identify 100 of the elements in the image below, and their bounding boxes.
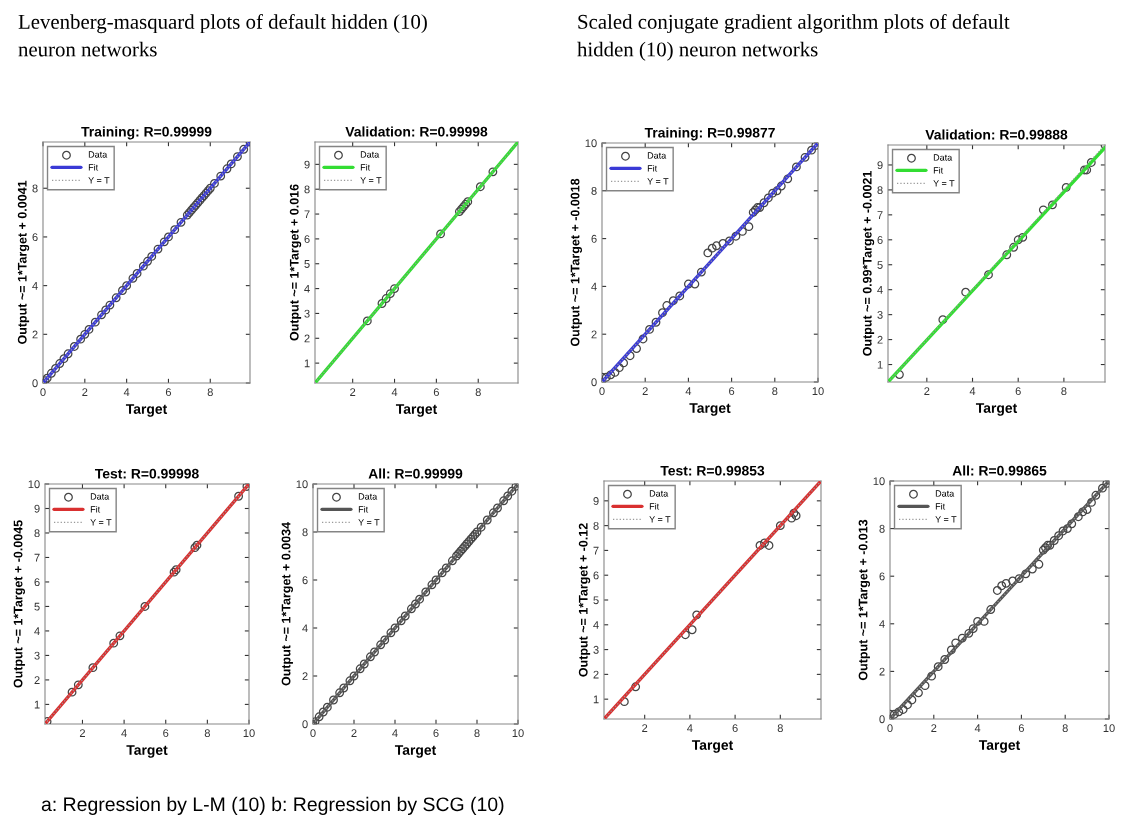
x-tick-label: 6	[163, 729, 169, 738]
y-tick-label: 3	[593, 645, 599, 654]
legend-label: Data	[649, 490, 669, 497]
chart-title: Training: R=0.99999	[81, 126, 212, 140]
y-tick-label: 6	[879, 572, 885, 581]
x-axis-title: Target	[125, 404, 168, 417]
x-tick-label: 4	[121, 729, 127, 737]
y-tick-label: 8	[593, 521, 599, 530]
y-tick-label: 5	[304, 260, 310, 268]
y-tick-label: 0	[32, 379, 38, 388]
y-tick-label: 6	[304, 235, 310, 244]
y-tick-label: 2	[879, 667, 885, 676]
y-tick-label: 1	[593, 695, 599, 704]
x-tick-label: 2	[350, 388, 356, 396]
y-axis-title: Output ~= 1*Target + -0.0018	[570, 178, 582, 347]
legend-label: Y = T	[360, 177, 382, 184]
y-tick-label: 9	[877, 161, 883, 170]
y-tick-label: 2	[32, 330, 38, 339]
text: a: Regression by L-M (10) b: Regression by SCG (10)	[41, 796, 504, 815]
chart-title: Validation: R=0.99888	[925, 129, 1068, 140]
legend-label: Y = T	[649, 516, 671, 523]
x-tick-label: 2	[79, 729, 85, 737]
y-tick-label: 5	[34, 602, 40, 611]
y-tick-label: 6	[32, 233, 38, 242]
y-axis-title: Output ~= 1*Target + -0.0045	[13, 520, 25, 688]
x-tick-label: 2	[924, 387, 930, 395]
y-tick-label: 8	[34, 529, 40, 538]
y-tick-label: 2	[302, 672, 308, 681]
legend-label: Fit	[647, 164, 658, 172]
x-axis-title: Target	[395, 404, 438, 417]
y-tick-label: 6	[591, 234, 597, 243]
x-tick-label: 8	[772, 387, 778, 396]
y-tick-label: 6	[34, 578, 40, 587]
y-tick-label: 9	[34, 504, 40, 513]
x-tick-label: 8	[1061, 387, 1067, 396]
y-axis-title: Output ~= 1*Target + -0.12	[578, 523, 591, 677]
chart-title: Test: R=0.99853	[660, 465, 765, 476]
y-tick-label: 2	[304, 334, 310, 343]
y-tick-label: 1	[34, 700, 40, 709]
x-tick-label: 6	[1018, 724, 1024, 733]
y-tick-label: 8	[877, 186, 883, 195]
y-axis-title: Output ~= 0.99*Target + -0.0021	[862, 171, 875, 356]
chart-title: Training: R=0.99877	[644, 127, 775, 141]
y-tick-label: 8	[879, 524, 885, 533]
legend-label: Y = T	[88, 177, 110, 184]
chart-title: All: R=0.99999	[368, 468, 463, 479]
x-tick-label: 4	[392, 729, 398, 737]
y-tick-label: 4	[32, 282, 38, 290]
x-tick-label: 4	[969, 387, 976, 395]
y-tick-label: 5	[593, 596, 599, 605]
y-tick-label: 4	[591, 282, 597, 291]
chart-title: All: R=0.99865	[952, 465, 1047, 476]
x-tick-label: 2	[351, 729, 357, 737]
x-tick-label: 10	[1103, 724, 1115, 733]
chart-title: Test: R=0.99998	[94, 468, 199, 479]
legend-label: Data	[88, 151, 108, 158]
y-tick-label: 2	[593, 670, 599, 679]
text: Levenberg-masquard plots of default hidden (10) neuron networks	[18, 14, 427, 57]
y-tick-label: 6	[877, 236, 883, 244]
legend-label: Fit	[90, 505, 101, 513]
legend-label: Y = T	[90, 519, 112, 526]
y-axis-title: Output ~= 1*Target + 0.0041	[17, 180, 30, 345]
legend-label: Y = T	[358, 519, 380, 526]
y-tick-label: 4	[879, 620, 885, 628]
y-tick-label: 2	[591, 330, 597, 339]
x-tick-label: 8	[777, 724, 783, 733]
x-axis-title: Target	[978, 740, 1021, 753]
legend-label: Data	[933, 154, 953, 161]
legend-label: Fit	[360, 163, 371, 171]
y-tick-label: 10	[28, 480, 40, 489]
legend-label: Data	[90, 493, 110, 500]
legend-label: Fit	[649, 502, 660, 510]
x-tick-label: 0	[310, 729, 316, 738]
y-tick-label: 1	[304, 359, 310, 368]
x-tick-label: 10	[812, 387, 824, 396]
x-tick-label: 8	[204, 729, 210, 738]
y-tick-label: 8	[32, 184, 38, 193]
x-tick-label: 4	[391, 388, 398, 396]
y-tick-label: 4	[877, 286, 883, 294]
legend-label: Y = T	[647, 178, 669, 185]
y-tick-label: 6	[593, 571, 599, 580]
legend-label: Data	[935, 490, 955, 497]
y-tick-label: 10	[585, 139, 597, 148]
y-tick-label: 7	[877, 211, 883, 219]
legend-label: Fit	[358, 505, 369, 513]
legend-label: Y = T	[935, 516, 957, 523]
legend-label: Data	[360, 151, 380, 158]
y-tick-label: 1	[877, 360, 883, 369]
y-tick-label: 8	[591, 187, 597, 195]
y-tick-label: 7	[593, 546, 599, 555]
x-tick-label: 6	[1015, 387, 1021, 396]
x-tick-label: 4	[974, 724, 981, 732]
x-tick-label: 2	[82, 388, 88, 396]
x-tick-label: 4	[123, 388, 130, 396]
x-tick-label: 6	[165, 388, 172, 397]
y-tick-label: 3	[304, 309, 310, 318]
y-tick-label: 2	[877, 335, 883, 344]
y-tick-label: 9	[593, 497, 599, 505]
y-tick-label: 4	[302, 624, 308, 633]
x-tick-label: 6	[729, 387, 735, 396]
